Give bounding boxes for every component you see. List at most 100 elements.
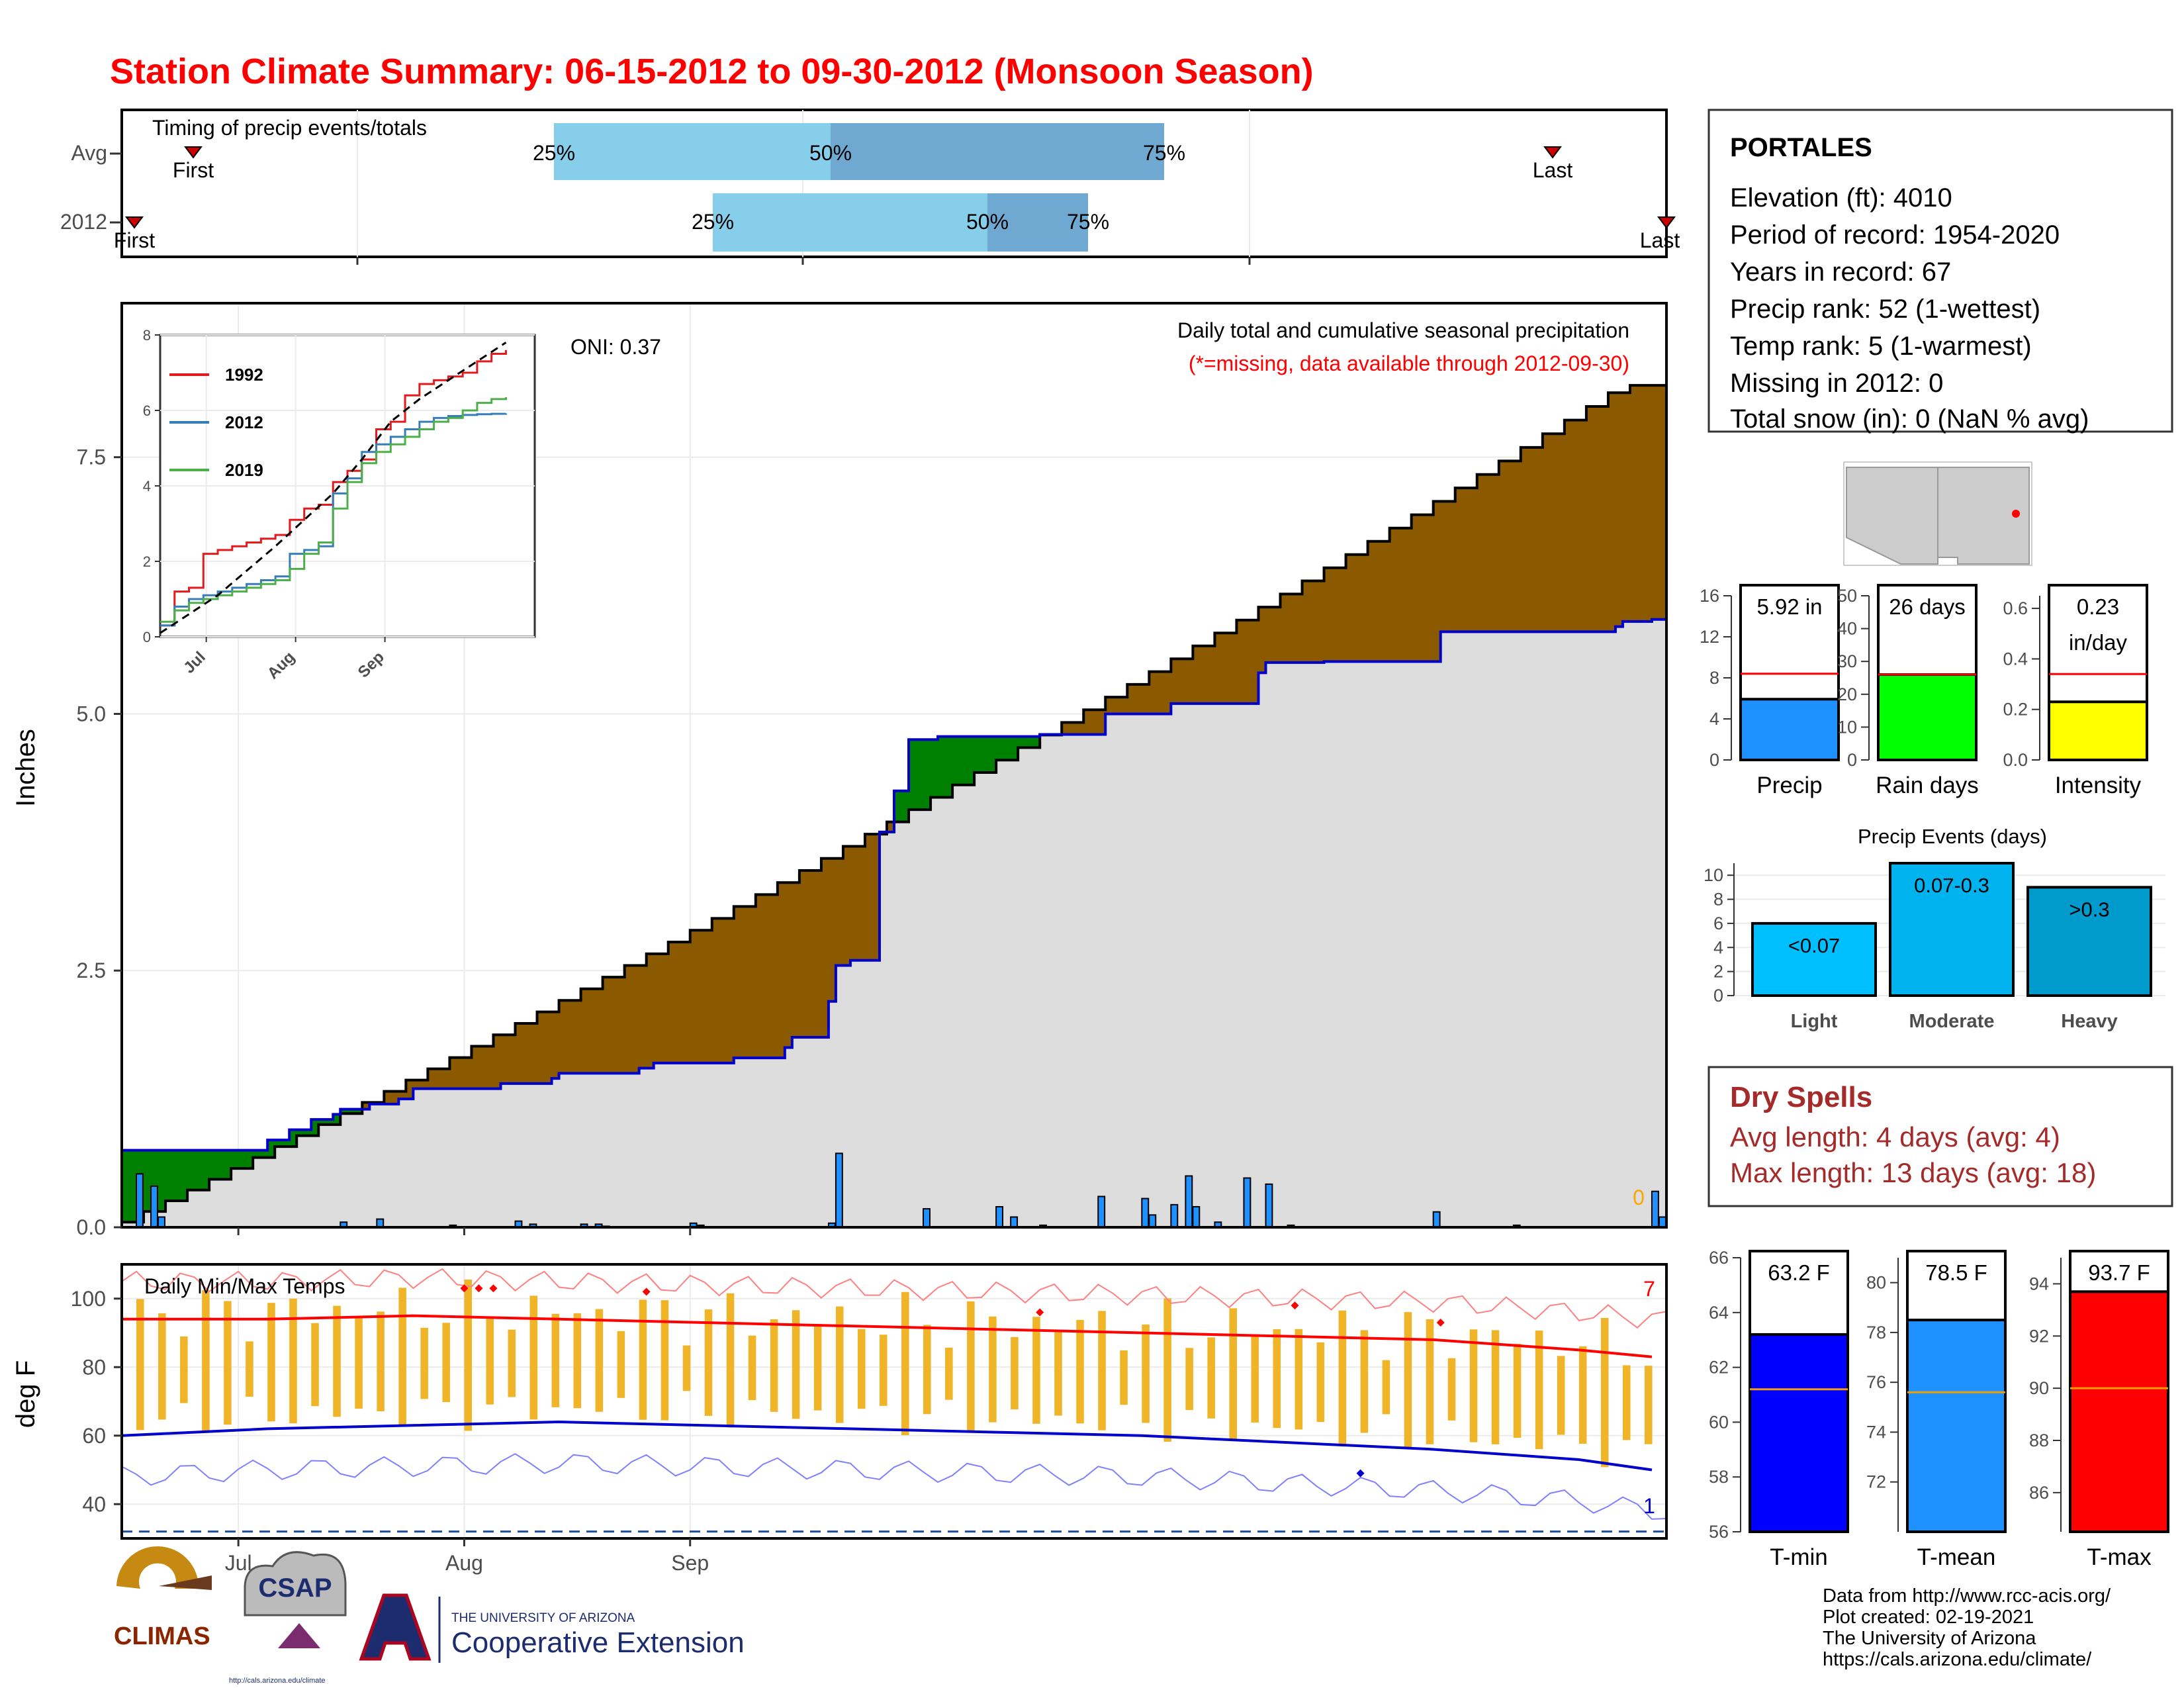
events-ytick-label: 6 <box>1713 914 1723 933</box>
events-ytick-label: 8 <box>1713 890 1723 910</box>
t-max-ytick-label: 90 <box>2029 1378 2049 1398</box>
t-min-ytick-label: 62 <box>1709 1358 1729 1378</box>
summary-intensity-ytick-label: 0.6 <box>2003 598 2028 618</box>
station-period: Period of record: 1954-2020 <box>1730 220 2060 250</box>
avg-quartile-bar-high <box>831 123 1164 180</box>
summary-rain-days-ytick-label: 50 <box>1837 586 1857 606</box>
events-ytick-label: 0 <box>1713 986 1723 1006</box>
temperature-summary-bars: 56 58 60 62 64 66 63.2 F T-min 72 74 76 78 80 78.5 F T… <box>1709 1248 2169 1570</box>
t-mean-ytick-label: 72 <box>1866 1472 1886 1492</box>
daily-temp-range-bar <box>1011 1336 1019 1410</box>
events-bar-light <box>1751 921 1877 997</box>
inset-ytick-label: 8 <box>143 327 151 344</box>
temp-panel-frame <box>120 1263 1668 1540</box>
t-max-panel: 86 88 90 92 94 93.7 F T-max <box>2029 1250 2169 1570</box>
daily-temp-range-bar <box>1426 1319 1434 1444</box>
daily-temp-range-bar <box>1622 1365 1631 1440</box>
precip-ytick-label: 0.0 <box>77 1215 106 1239</box>
daily-temp-range-bar <box>224 1301 232 1425</box>
t-min-category-label: T-min <box>1770 1544 1828 1570</box>
events-ytick-label: 2 <box>1713 962 1723 982</box>
inset-ytick-label: 4 <box>143 478 151 494</box>
daily-temp-range-bar <box>1404 1312 1412 1448</box>
t-min-ytick-label: 66 <box>1709 1248 1729 1268</box>
daily-temp-range-bar <box>813 1324 822 1411</box>
temp-ytick-label: 100 <box>71 1287 106 1311</box>
t-max-category-label: T-max <box>2087 1544 2152 1570</box>
record-high-marker <box>1036 1308 1044 1317</box>
precip-surplus-area <box>122 734 1062 1223</box>
station-temp-rank: Temp rank: 5 (1-warmest) <box>1730 332 2032 361</box>
record-low-count: 1 <box>1643 1494 1655 1518</box>
inset-ytick-label: 0 <box>143 629 151 645</box>
summary-precip-category-label: Precip <box>1756 773 1822 798</box>
daily-temp-range-bar <box>857 1329 866 1409</box>
t-mean-panel: 72 74 76 78 80 78.5 F T-mean <box>1866 1250 2007 1570</box>
events-ytick-label: 10 <box>1704 865 1723 885</box>
timing-title: Timing of precip events/totals <box>152 116 427 140</box>
events-category-label: Heavy <box>2061 1011 2117 1032</box>
daily-temp-range-bar <box>398 1288 406 1427</box>
record-high-marker <box>1436 1318 1445 1327</box>
avg-first-label: First <box>173 158 214 182</box>
t-mean-value-label: 78.5 F <box>1925 1260 1987 1285</box>
daily-temp-range-bar <box>508 1329 516 1397</box>
inset-legend-label: 1992 <box>225 365 263 385</box>
daily-temp-range-bar <box>1469 1329 1478 1442</box>
summary-rain-days-value-label: 26 days <box>1889 594 1966 619</box>
dry-spells-max: Max length: 13 days (avg: 18) <box>1730 1157 2096 1188</box>
station-box-frame <box>1707 109 2173 433</box>
time-xtick-label: Sep <box>671 1551 709 1575</box>
events-bar-heavy <box>2026 886 2152 998</box>
station-missing: Missing in 2012: 0 <box>1730 369 1943 398</box>
daily-temp-range-bar <box>1578 1346 1587 1444</box>
daily-precip-bar <box>136 1173 144 1228</box>
daily-precip-bar <box>835 1152 843 1228</box>
daily-temp-range-bar <box>573 1313 582 1409</box>
daily-temp-range-bar <box>377 1311 385 1411</box>
temp-title: Daily Min/Max Temps <box>144 1274 345 1298</box>
t-max-ytick-label: 86 <box>2029 1483 2049 1503</box>
avg-q50-label: 50% <box>809 141 852 165</box>
precip-deficit-area <box>362 385 1667 1109</box>
csap-logo: CSAP http://cals.arizona.edu/climate <box>229 1551 347 1685</box>
temp-ytick-label: 80 <box>82 1355 106 1379</box>
precip-ytick-label: 7.5 <box>77 445 106 469</box>
obs-first-marker <box>125 216 144 229</box>
obs-q50-label: 50% <box>966 210 1009 234</box>
observed-cumulative-line <box>122 618 1666 1152</box>
daily-temp-range-bar <box>967 1301 975 1432</box>
credit-line-2: Plot created: 02-19-2021 <box>1823 1607 2034 1628</box>
credits: Data from http://www.rcc-acis.org/ Plot … <box>1823 1585 2111 1670</box>
precip-ytick-label: 2.5 <box>77 959 106 982</box>
station-location-marker <box>2012 510 2020 518</box>
summary-rain-days-ytick-label: 20 <box>1837 684 1857 704</box>
inset-series-normal <box>159 342 507 634</box>
avg-last-marker <box>1543 146 1562 159</box>
credit-line-3: The University of Arizona <box>1823 1628 2036 1649</box>
normal-low-line <box>121 1421 1653 1472</box>
obs-first-label: First <box>114 228 155 252</box>
precip-ylabel: Inches <box>11 729 40 807</box>
daily-temp-range-bar <box>1491 1330 1500 1444</box>
daily-temp-range-bar <box>442 1323 450 1403</box>
events-bar-label: 0.07-0.3 <box>1914 874 1989 897</box>
temp-ytick-label: 40 <box>82 1492 106 1516</box>
daily-temp-range-bar <box>1447 1358 1456 1421</box>
summary-intensity-value-label: 0.23 <box>2077 594 2119 619</box>
station-name: PORTALES <box>1730 133 1872 162</box>
summary-rain-days-ytick-label: 0 <box>1847 750 1857 770</box>
svg-text:http://cals.arizona.edu/climat: http://cals.arizona.edu/climate <box>229 1677 326 1685</box>
dry-spells-box: Dry Spells Avg length: 4 days (avg: 4) M… <box>1707 1066 2173 1207</box>
daily-precip-bar <box>923 1208 931 1228</box>
daily-temp-range-bar <box>180 1336 188 1403</box>
daily-precip-bar <box>995 1205 1004 1229</box>
summary-rain-days-panel: 0 10 20 30 40 50 26 days Rain days <box>1837 584 1979 798</box>
daily-precip-bar <box>1658 1216 1666 1229</box>
dry-spells-avg: Avg length: 4 days (avg: 4) <box>1730 1121 2060 1152</box>
t-mean-ytick-label: 78 <box>1866 1323 1886 1342</box>
daily-precip-bar <box>1185 1175 1193 1229</box>
time-xtick-label: Aug <box>445 1551 483 1575</box>
daily-temp-range-bar <box>1360 1330 1369 1433</box>
